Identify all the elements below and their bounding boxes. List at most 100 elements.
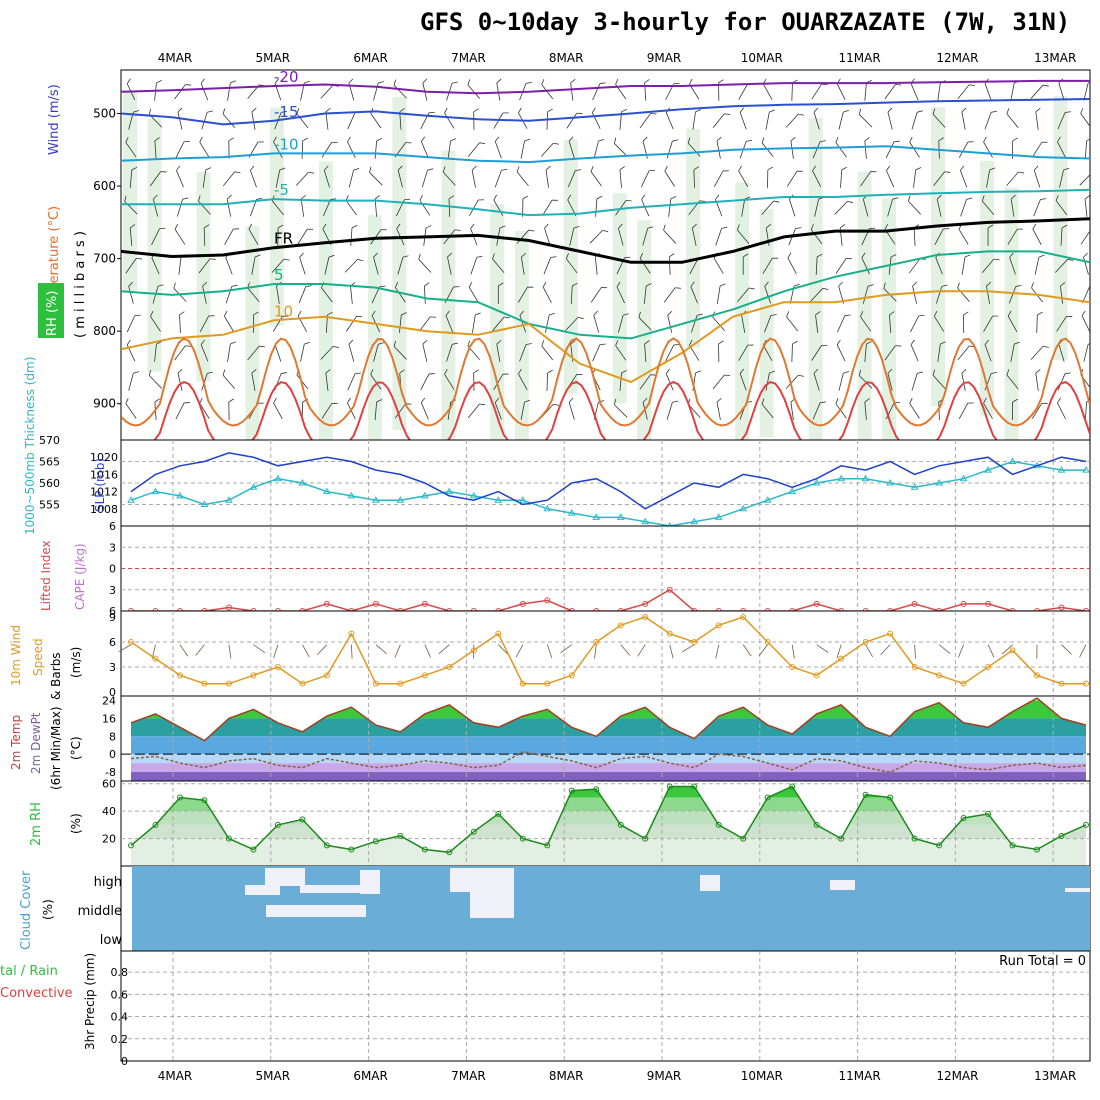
wind-barb: [718, 340, 724, 362]
rh-shade: [882, 198, 897, 440]
wind-barb: [619, 370, 627, 391]
rh2m-point: [960, 815, 967, 822]
temp2m-line: [130, 697, 1087, 742]
wind-barb: [961, 254, 971, 275]
rh2m-point: [470, 828, 477, 835]
rh-shade: [857, 171, 872, 440]
rh-tick: 60: [102, 778, 116, 791]
wind-speed-point: [740, 614, 747, 620]
surface-barb: [498, 644, 509, 655]
wind-barb: [325, 369, 331, 391]
wind-barb: [176, 197, 189, 217]
wind10m-panel: 0 3 6 9: [109, 610, 1091, 699]
wind-barb: [961, 107, 967, 130]
wind-barb: [1057, 372, 1071, 391]
wind-barb: [644, 340, 650, 362]
rh2m-point: [250, 846, 257, 853]
wind-barb: [519, 343, 532, 362]
wind-barb: [715, 226, 728, 246]
wind-barb: [963, 311, 969, 333]
wind-barb: [249, 197, 263, 217]
surface-barb: [394, 644, 401, 658]
date-label-top: 13MAR: [1034, 51, 1076, 65]
wind-barb: [566, 112, 583, 129]
thickness-point: [494, 496, 503, 503]
wind-barb: [862, 284, 874, 304]
precip-tick: 0.4: [111, 1011, 129, 1024]
wind-barb: [227, 341, 236, 362]
wind-barb: [200, 78, 209, 101]
wind-barb: [320, 345, 339, 360]
wind-barb: [545, 165, 551, 188]
precip-tick: 0.6: [111, 988, 129, 1001]
wind-barb: [590, 287, 608, 303]
wind-barb: [568, 136, 575, 159]
cloud-block: [360, 870, 380, 894]
temp2m-label-1: 2m Temp: [9, 715, 23, 770]
wind-barb: [909, 398, 920, 419]
pressure-tick: 600: [93, 179, 116, 193]
wind-barb: [224, 228, 240, 245]
wind-speed-point: [666, 630, 673, 637]
wind-barb: [642, 397, 648, 420]
wind-barb: [667, 310, 673, 333]
lifted-index-point: [1058, 604, 1065, 611]
rh2m-point: [617, 821, 624, 828]
wind-barb: [1057, 136, 1066, 159]
date-label-bottom: 11MAR: [839, 1069, 881, 1083]
wind-barb: [347, 136, 356, 159]
wind-barb: [639, 113, 657, 129]
wind-barb: [543, 256, 557, 275]
wind-barb: [128, 281, 134, 304]
thickness-point: [641, 517, 650, 525]
wind-barb: [593, 138, 605, 159]
date-label-bottom: 7MAR: [451, 1069, 486, 1083]
rh-shade: [612, 193, 627, 404]
wind-barb: [593, 310, 600, 333]
wind-barb: [765, 370, 776, 391]
wind-tick: 3: [109, 661, 116, 674]
wind-barb: [813, 107, 820, 130]
wind-barb: [300, 194, 306, 217]
wind-speed-point: [495, 630, 502, 637]
lifted-index-point: [911, 600, 918, 607]
wind-barb: [567, 169, 582, 188]
wind-barb: [323, 165, 330, 188]
wind-barb: [471, 165, 477, 188]
wind-barb: [692, 109, 701, 130]
rh2m-point: [666, 783, 673, 790]
wind-tick: 9: [109, 611, 116, 624]
wind-barb: [590, 166, 602, 187]
wind-barb: [618, 313, 629, 333]
wind-barb: [371, 285, 386, 304]
wind-barb: [520, 399, 531, 420]
temp-band: [131, 736, 1086, 755]
rh2m-point: [201, 797, 208, 804]
thickness-line: [130, 460, 1086, 527]
wind-barb: [936, 194, 942, 217]
wind-barb: [393, 79, 407, 99]
wind-barb: [494, 397, 502, 420]
wind-barb: [175, 140, 190, 159]
lifted-index-label: Lifted Index: [39, 540, 53, 611]
wind-speed-point: [372, 680, 379, 687]
temp-tick: 24: [102, 694, 116, 707]
date-label-bottom: 12MAR: [936, 1069, 978, 1083]
isotherm-label: -5: [274, 181, 289, 199]
wind-barb: [542, 199, 558, 216]
temp-band: [131, 763, 1086, 773]
lifted-index-point: [519, 600, 526, 607]
wind-barb: [765, 109, 776, 130]
wind-barb: [176, 165, 184, 188]
wind-barb: [570, 78, 576, 101]
wind-barb: [445, 310, 454, 333]
surface-barb: [594, 644, 597, 659]
wind-barb: [785, 374, 804, 389]
wind-barb: [812, 140, 826, 159]
wind-barb: [447, 252, 453, 275]
wind-barb: [125, 398, 137, 419]
surface-barb: [560, 644, 573, 654]
surface-barb: [742, 644, 752, 657]
wind-speed-line: [130, 616, 1086, 685]
wind-barb: [1060, 224, 1068, 246]
